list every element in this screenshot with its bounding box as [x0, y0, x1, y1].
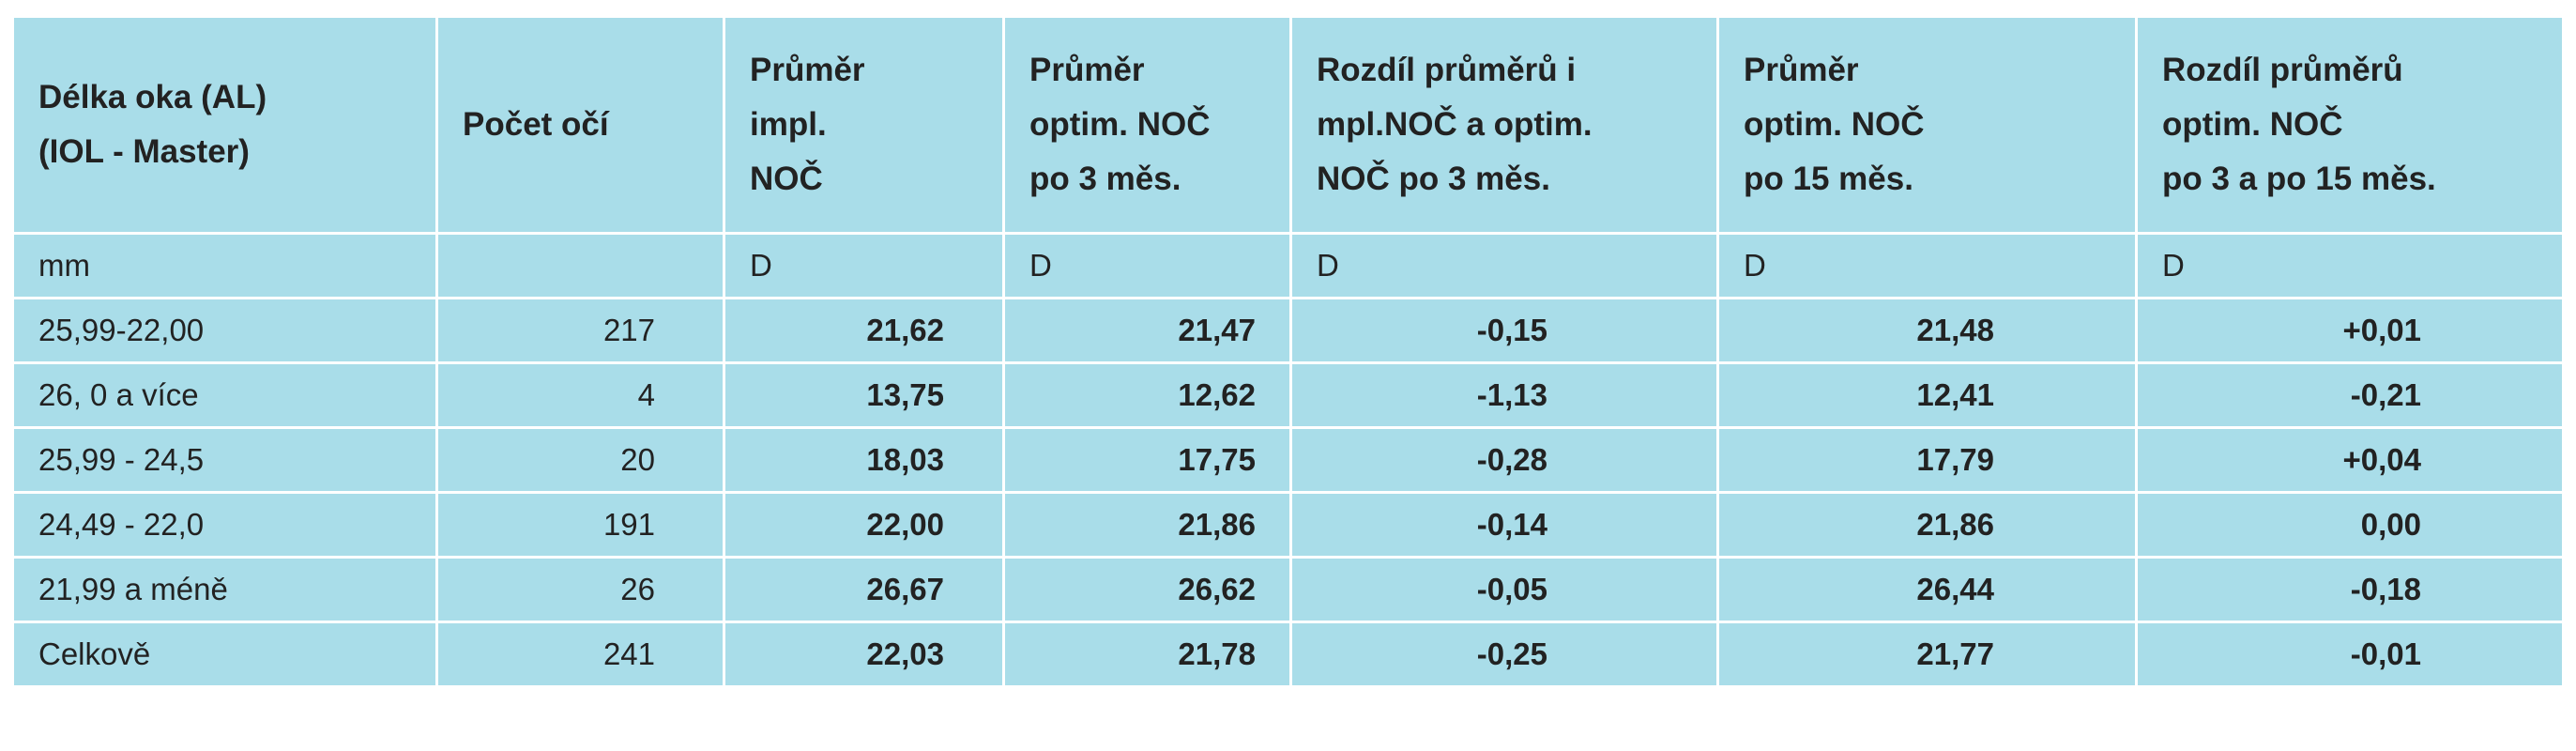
- header-line: mpl.NOČ a optim.: [1317, 106, 1593, 143]
- header-row: Délka oka (AL) (IOL - Master) Počet očí Prů…: [11, 15, 2565, 235]
- units-row: mm D D D D D: [11, 232, 2565, 299]
- header-cell: Průměr optim. NOČ po 15 měs.: [1716, 15, 2138, 235]
- header-line: (IOL - Master): [38, 133, 250, 170]
- value-cell: 17,75: [1002, 426, 1292, 494]
- value-cell: 21,47: [1002, 297, 1292, 364]
- unit-cell: mm: [11, 232, 438, 299]
- row-label: 24,49 - 22,0: [11, 491, 438, 559]
- header-cell: Délka oka (AL) (IOL - Master): [11, 15, 438, 235]
- value-cell: -0,01: [2135, 621, 2565, 688]
- value-cell: 26: [435, 556, 725, 623]
- value-cell: 191: [435, 491, 725, 559]
- value-cell: -0,28: [1289, 426, 1719, 494]
- unit-cell: [435, 232, 725, 299]
- header-line: po 3 měs.: [1029, 161, 1181, 197]
- value-cell: 21,78: [1002, 621, 1292, 688]
- header-cell: Průměr impl. NOČ: [723, 15, 1005, 235]
- header-line: optim. NOČ: [1029, 106, 1211, 143]
- data-row: 25,99-22,00 217 21,62 21,47 -0,15 21,48 +0,01: [11, 297, 2565, 364]
- header-line: Rozdíl průměrů: [2162, 52, 2403, 88]
- data-row: 26, 0 a více 4 13,75 12,62 -1,13 12,41 -0,21: [11, 361, 2565, 429]
- value-cell: -0,21: [2135, 361, 2565, 429]
- row-label: 21,99 a méně: [11, 556, 438, 623]
- header-line: Průměr: [1744, 52, 1859, 88]
- value-cell: -0,25: [1289, 621, 1719, 688]
- header-line: po 3 a po 15 měs.: [2162, 161, 2436, 197]
- row-label: 25,99 - 24,5: [11, 426, 438, 494]
- header-line: NOČ po 3 měs.: [1317, 161, 1550, 197]
- value-cell: -0,14: [1289, 491, 1719, 559]
- data-table: Délka oka (AL) (IOL - Master) Počet očí Prů…: [11, 15, 2565, 688]
- data-row: Celkově 241 22,03 21,78 -0,25 21,77 -0,01: [11, 621, 2565, 688]
- value-cell: 21,86: [1002, 491, 1292, 559]
- header-line: optim. NOČ: [2162, 106, 2343, 143]
- header-cell: Počet očí: [435, 15, 725, 235]
- value-cell: 0,00: [2135, 491, 2565, 559]
- row-label: 26, 0 a více: [11, 361, 438, 429]
- header-line: Délka oka (AL): [38, 79, 267, 115]
- value-cell: 21,48: [1716, 297, 2138, 364]
- header-cell: Rozdíl průměrů optim. NOČ po 3 a po 15 měs…: [2135, 15, 2565, 235]
- unit-cell: D: [1289, 232, 1719, 299]
- header-line: NOČ: [750, 161, 823, 197]
- header-line: impl.: [750, 106, 827, 143]
- header-line: po 15 měs.: [1744, 161, 1913, 197]
- value-cell: 4: [435, 361, 725, 429]
- value-cell: 217: [435, 297, 725, 364]
- unit-cell: D: [723, 232, 1005, 299]
- header-line: Počet očí: [463, 106, 609, 143]
- value-cell: 20: [435, 426, 725, 494]
- value-cell: 12,41: [1716, 361, 2138, 429]
- value-cell: 26,67: [723, 556, 1005, 623]
- value-cell: -0,15: [1289, 297, 1719, 364]
- row-label: 25,99-22,00: [11, 297, 438, 364]
- value-cell: 22,03: [723, 621, 1005, 688]
- value-cell: -0,18: [2135, 556, 2565, 623]
- data-row: 25,99 - 24,5 20 18,03 17,75 -0,28 17,79 +0,04: [11, 426, 2565, 494]
- value-cell: +0,01: [2135, 297, 2565, 364]
- value-cell: 26,44: [1716, 556, 2138, 623]
- unit-cell: D: [1002, 232, 1292, 299]
- value-cell: 21,86: [1716, 491, 2138, 559]
- header-cell: Průměr optim. NOČ po 3 měs.: [1002, 15, 1292, 235]
- header-line: Průměr: [750, 52, 865, 88]
- value-cell: 21,62: [723, 297, 1005, 364]
- unit-cell: D: [1716, 232, 2138, 299]
- value-cell: -1,13: [1289, 361, 1719, 429]
- value-cell: 21,77: [1716, 621, 2138, 688]
- value-cell: +0,04: [2135, 426, 2565, 494]
- unit-cell: D: [2135, 232, 2565, 299]
- value-cell: 13,75: [723, 361, 1005, 429]
- data-row: 21,99 a méně 26 26,67 26,62 -0,05 26,44 -0,18: [11, 556, 2565, 623]
- value-cell: -0,05: [1289, 556, 1719, 623]
- row-label: Celkově: [11, 621, 438, 688]
- value-cell: 26,62: [1002, 556, 1292, 623]
- value-cell: 22,00: [723, 491, 1005, 559]
- value-cell: 12,62: [1002, 361, 1292, 429]
- header-line: Průměr: [1029, 52, 1145, 88]
- data-row: 24,49 - 22,0 191 22,00 21,86 -0,14 21,86 0,00: [11, 491, 2565, 559]
- value-cell: 17,79: [1716, 426, 2138, 494]
- header-line: optim. NOČ: [1744, 106, 1925, 143]
- header-cell: Rozdíl průměrů i mpl.NOČ a optim. NOČ po 3…: [1289, 15, 1719, 235]
- value-cell: 241: [435, 621, 725, 688]
- header-line: Rozdíl průměrů i: [1317, 52, 1577, 88]
- value-cell: 18,03: [723, 426, 1005, 494]
